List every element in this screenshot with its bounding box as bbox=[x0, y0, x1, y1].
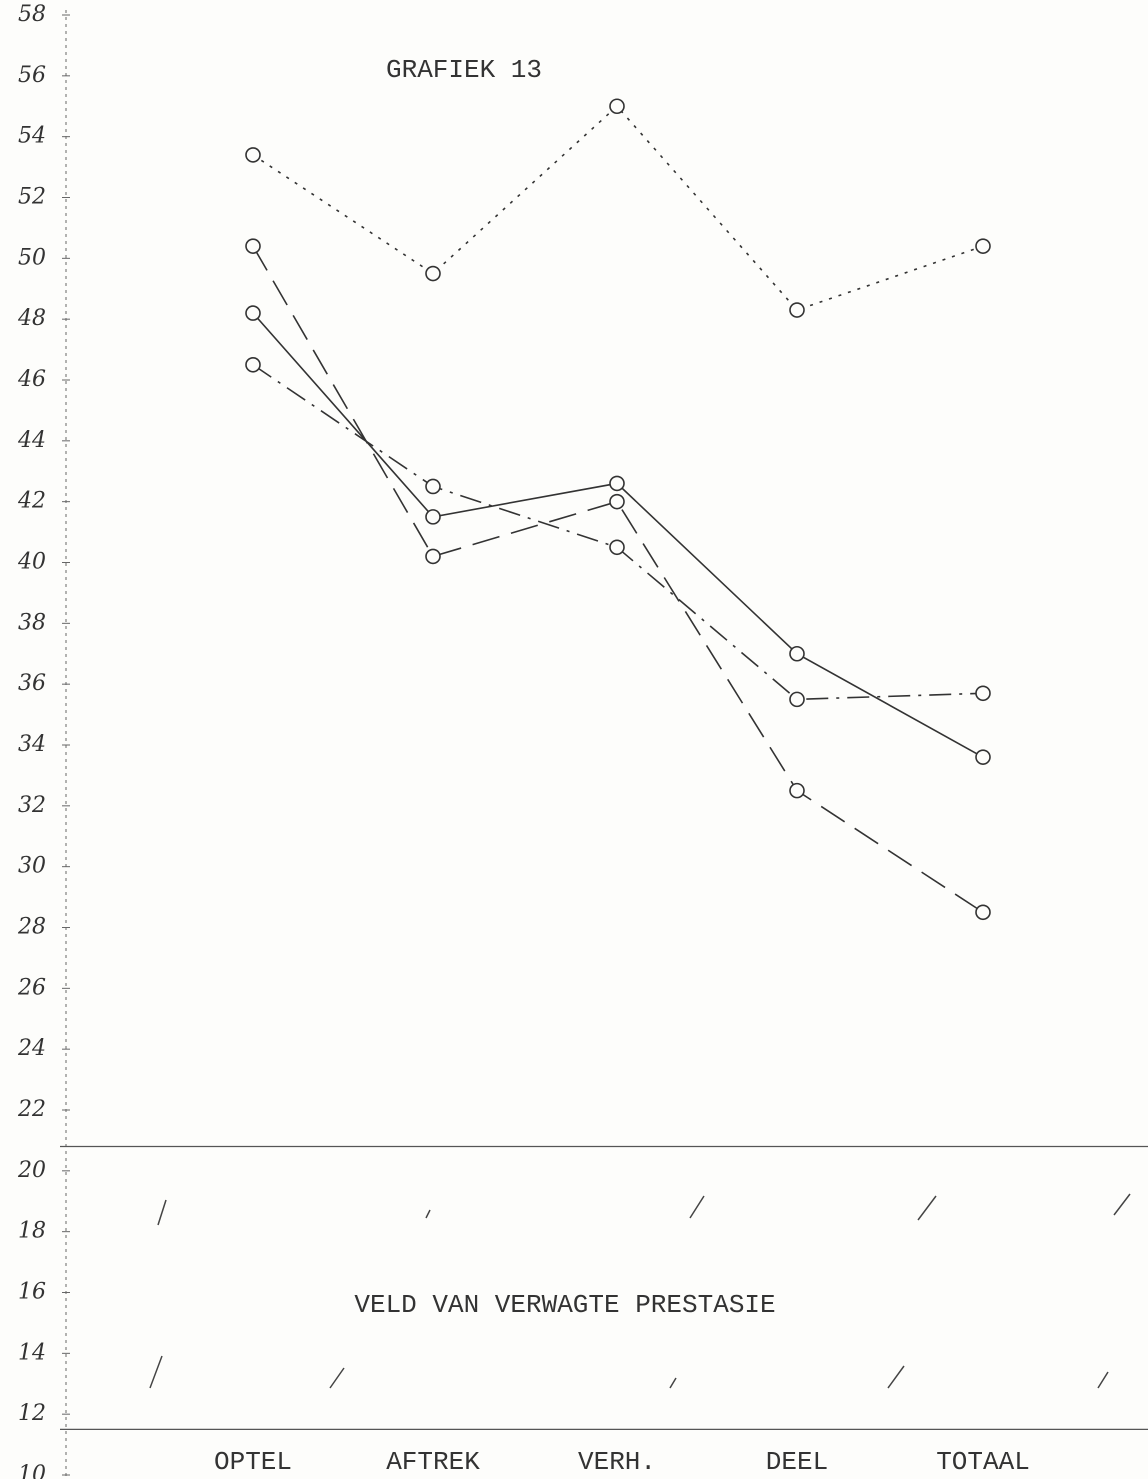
y-tick-label: 16 bbox=[18, 1280, 46, 1305]
point bbox=[790, 647, 804, 661]
chart-title: GRAFIEK 13 bbox=[386, 55, 542, 85]
chart: GRAFIEK 13 VELD VAN VERWAGTE PRESTASIE 1… bbox=[0, 0, 1148, 1479]
y-tick-label: 28 bbox=[17, 915, 46, 940]
point bbox=[426, 549, 440, 563]
y-tick-label: 58 bbox=[18, 2, 46, 27]
y-tick-label: 34 bbox=[18, 732, 46, 757]
point bbox=[610, 540, 624, 554]
y-tick-label: 52 bbox=[18, 185, 46, 210]
x-tick-label: AFTREK bbox=[386, 1447, 480, 1477]
y-tick-label: 18 bbox=[18, 1219, 46, 1244]
y-tick-label: 54 bbox=[18, 124, 46, 149]
series-line bbox=[253, 106, 983, 310]
y-tick-label: 14 bbox=[18, 1340, 46, 1365]
y-tick-label: 12 bbox=[18, 1401, 46, 1426]
point bbox=[426, 510, 440, 524]
point bbox=[610, 495, 624, 509]
x-tick-label: VERH. bbox=[578, 1447, 656, 1477]
y-tick-label: 50 bbox=[18, 245, 46, 270]
y-tick-label: 32 bbox=[18, 793, 46, 818]
y-tick-label: 24 bbox=[17, 1036, 46, 1061]
y-tick-label: 22 bbox=[17, 1097, 46, 1122]
point bbox=[790, 692, 804, 706]
point bbox=[790, 303, 804, 317]
series-line bbox=[253, 313, 983, 757]
y-tick-label: 42 bbox=[17, 489, 46, 514]
point bbox=[610, 99, 624, 113]
point bbox=[976, 750, 990, 764]
series-line bbox=[253, 365, 983, 700]
y-tick-label: 44 bbox=[17, 428, 46, 453]
y-tick-label: 20 bbox=[17, 1158, 46, 1183]
point bbox=[610, 476, 624, 490]
point bbox=[790, 784, 804, 798]
series-line bbox=[253, 246, 983, 912]
y-tick-label: 30 bbox=[18, 854, 46, 879]
point bbox=[976, 905, 990, 919]
point bbox=[246, 306, 260, 320]
point bbox=[976, 239, 990, 253]
x-tick-label: OPTEL bbox=[214, 1447, 292, 1477]
y-tick-label: 36 bbox=[18, 671, 46, 696]
y-tick-label: 38 bbox=[18, 610, 46, 635]
point bbox=[426, 267, 440, 281]
y-tick-label: 48 bbox=[17, 306, 46, 331]
point bbox=[426, 479, 440, 493]
point bbox=[246, 148, 260, 162]
y-tick-label: 26 bbox=[17, 975, 46, 1000]
y-tick-label: 56 bbox=[18, 63, 46, 88]
point bbox=[246, 358, 260, 372]
x-tick-label: DEEL bbox=[766, 1447, 828, 1477]
point bbox=[246, 239, 260, 253]
x-tick-label: TOTAAL bbox=[936, 1447, 1030, 1477]
y-tick-label: 40 bbox=[17, 550, 46, 575]
point bbox=[976, 686, 990, 700]
y-tick-label: 10 bbox=[18, 1462, 46, 1479]
band-label: VELD VAN VERWAGTE PRESTASIE bbox=[354, 1290, 775, 1320]
y-tick-label: 46 bbox=[17, 367, 46, 392]
